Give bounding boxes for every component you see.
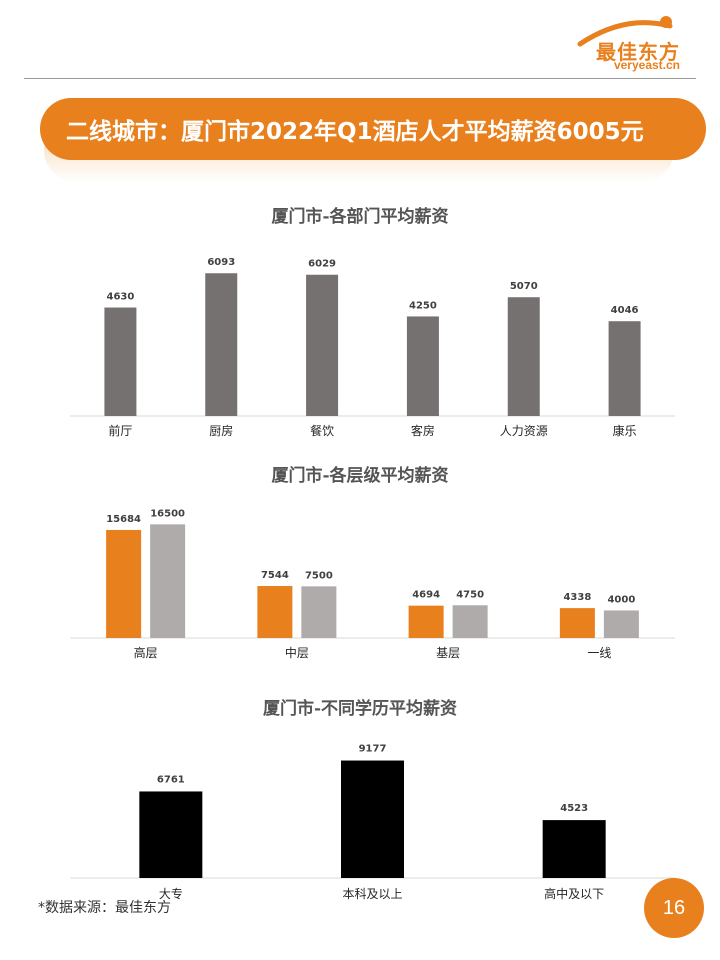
title-banner: 二线城市：厦门市2022年Q1酒店人才平均薪资6005元 xyxy=(40,98,706,160)
bar-一线-s1 xyxy=(559,608,595,638)
bar-厨房 xyxy=(205,273,238,416)
chart-levels: 15684 16500 高层 7544 7500 中层 4694 4750 基层 4338 4000… xyxy=(70,508,675,660)
page-number-badge: 16 xyxy=(644,878,704,938)
chart-title-levels: 厦门市-各层级平均薪资 xyxy=(271,466,449,486)
data-label: 16500 xyxy=(150,508,185,519)
bar-基层-s1 xyxy=(408,605,444,638)
bar-康乐 xyxy=(608,321,641,416)
bar-一线-s2 xyxy=(603,610,639,638)
bar-本科及以上 xyxy=(341,760,404,878)
bar-客房 xyxy=(406,316,439,416)
category-label: 高层 xyxy=(134,645,158,660)
brand-logo-swoosh xyxy=(577,16,673,47)
category-label: 本科及以上 xyxy=(342,887,402,901)
bar-前厅 xyxy=(104,307,137,416)
data-label: 9177 xyxy=(359,744,387,755)
data-label: 7544 xyxy=(261,570,289,581)
category-label: 客房 xyxy=(411,423,435,438)
bar-高层-s1 xyxy=(106,529,142,638)
chart-departments: 4630 前厅 6093 厨房 6029 餐饮 4250 客房 5070 人力资源 4046 康乐 xyxy=(70,257,675,438)
data-label: 4250 xyxy=(409,300,437,311)
category-label: 人力资源 xyxy=(500,424,548,438)
brand-name: 最佳东方 xyxy=(596,40,680,64)
data-label: 4630 xyxy=(106,292,134,303)
data-label: 6761 xyxy=(157,774,185,785)
bar-高中及以下 xyxy=(542,820,606,878)
bar-餐饮 xyxy=(306,274,339,416)
category-label: 基层 xyxy=(436,646,460,660)
bar-中层-s1 xyxy=(257,586,293,638)
data-label: 5070 xyxy=(510,281,538,292)
chart-education: 6761 大专 9177 本科及以上 4523 高中及以下 xyxy=(70,744,675,901)
category-label: 餐饮 xyxy=(310,423,334,438)
data-label: 4046 xyxy=(611,305,639,316)
data-label: 4694 xyxy=(412,590,440,601)
category-label: 康乐 xyxy=(613,423,637,438)
data-label: 6093 xyxy=(207,257,235,268)
header-divider xyxy=(24,78,696,79)
bar-基层-s2 xyxy=(452,605,488,638)
data-label: 4750 xyxy=(456,589,484,600)
bar-中层-s2 xyxy=(301,586,337,638)
data-label: 6029 xyxy=(308,259,336,270)
data-label: 4000 xyxy=(607,594,635,605)
data-label: 4523 xyxy=(560,803,588,814)
category-label: 厨房 xyxy=(209,423,233,438)
chart-title-education: 厦门市-不同学历平均薪资 xyxy=(262,699,458,719)
data-source-note: *数据来源：最佳东方 xyxy=(38,900,171,916)
data-label: 4338 xyxy=(563,592,591,603)
bar-人力资源 xyxy=(507,297,540,416)
category-label: 前厅 xyxy=(108,423,132,438)
data-label: 7500 xyxy=(305,570,333,581)
category-label: 中层 xyxy=(285,645,309,660)
data-label: 15684 xyxy=(106,514,141,525)
category-label: 高中及以下 xyxy=(544,886,604,901)
category-label: 一线 xyxy=(587,646,611,660)
banner-title: 二线城市：厦门市2022年Q1酒店人才平均薪资6005元 xyxy=(66,119,644,145)
bar-大专 xyxy=(139,791,203,878)
brand-url: veryeast.cn xyxy=(613,58,680,72)
bar-高层-s2 xyxy=(150,524,186,638)
category-label: 大专 xyxy=(159,886,183,901)
chart-title-departments: 厦门市-各部门平均薪资 xyxy=(271,207,449,227)
